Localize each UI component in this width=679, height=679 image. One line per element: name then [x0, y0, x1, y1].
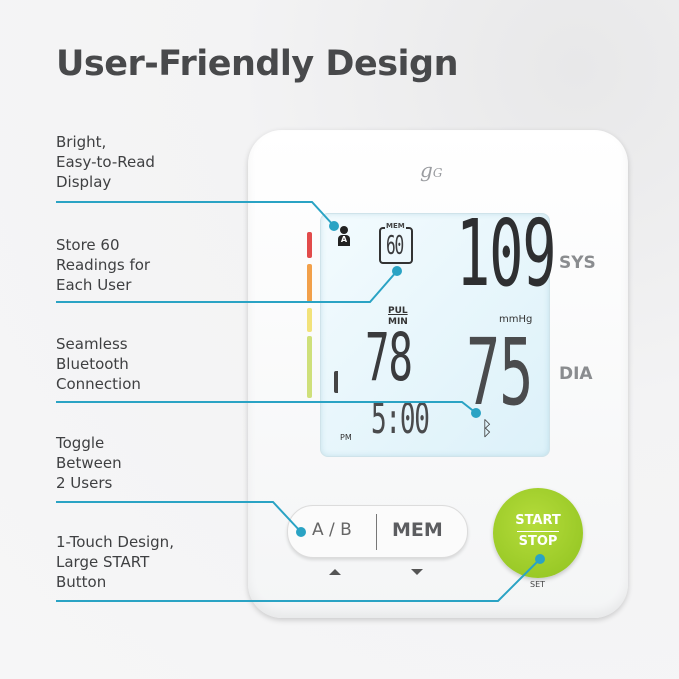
- ampm-label: PM: [340, 433, 352, 442]
- pulse-value: 78: [365, 319, 413, 396]
- callout-line-start: [56, 558, 541, 602]
- feature-display: Bright, Easy-to-Read Display: [56, 133, 155, 191]
- callout-line-memory: [56, 270, 398, 303]
- callout-line-display: [56, 201, 335, 227]
- set-label: SET: [530, 580, 546, 589]
- pulse-label-top: PUL: [388, 306, 408, 316]
- sys-label: SYS: [559, 253, 596, 273]
- pulse-indicator: [334, 371, 338, 393]
- indicator-bar-green: [307, 336, 312, 398]
- user-icon: A: [338, 226, 350, 246]
- memory-indicator: MEM 60: [379, 222, 413, 264]
- dia-label: DIA: [559, 364, 593, 384]
- mem-button[interactable]: MEM: [392, 519, 443, 541]
- feature-users: Toggle Between 2 Users: [56, 434, 122, 492]
- user-toggle-button[interactable]: A / B: [312, 520, 352, 540]
- start-label: START: [515, 513, 561, 528]
- feature-start: 1-Touch Design, Large START Button: [56, 533, 174, 591]
- feature-bluetooth: Seamless Bluetooth Connection: [56, 335, 141, 393]
- indicator-bar-orange: [307, 264, 312, 302]
- callout-dot: [329, 221, 339, 231]
- lcd-display: A MEM 60 109 mmHg PUL MIN 78 75 5:00 PM …: [320, 200, 557, 457]
- pulse-label-bottom: MIN: [388, 317, 408, 327]
- systolic-value: 109: [456, 200, 557, 307]
- callout-line-users: [56, 501, 302, 533]
- unit-label: mmHg: [499, 314, 533, 325]
- user-mem-button-group: A / B MEM: [287, 505, 468, 558]
- indicator-bar-red: [307, 232, 312, 258]
- feature-memory: Store 60 Readings for Each User: [56, 236, 151, 294]
- divider: [376, 514, 377, 550]
- down-arrow-icon: [411, 569, 423, 575]
- stop-label: STOP: [518, 534, 558, 549]
- up-arrow-icon: [329, 569, 341, 575]
- callout-dot: [296, 527, 306, 537]
- callout-dot: [535, 554, 545, 564]
- callout-dot: [392, 266, 402, 276]
- page-title: User-Friendly Design: [56, 44, 459, 84]
- callout-line-bluetooth: [56, 401, 477, 414]
- indicator-bar-yellow: [307, 308, 312, 332]
- bluetooth-icon: ᛒ: [481, 416, 493, 440]
- brand-logo: 𝑔G: [420, 158, 443, 182]
- callout-dot: [471, 408, 481, 418]
